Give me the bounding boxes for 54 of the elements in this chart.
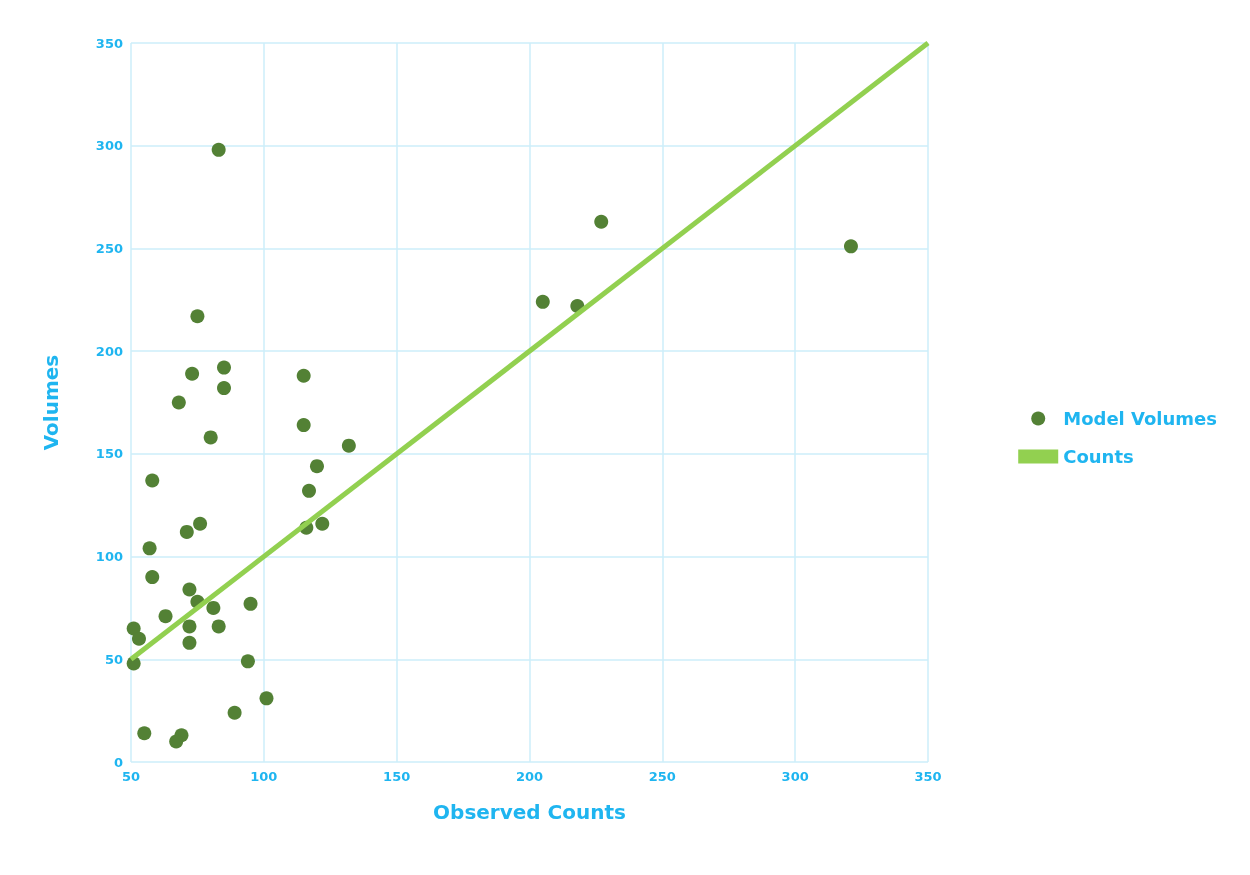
point [203, 430, 218, 445]
point [211, 142, 226, 157]
y-tick-label: 50 [104, 651, 123, 667]
y-tick-label: 300 [95, 138, 123, 154]
point [243, 596, 258, 611]
point [145, 473, 160, 488]
point [227, 705, 242, 720]
point [296, 418, 311, 433]
y-tick-label: 150 [95, 446, 123, 462]
point [179, 524, 194, 539]
point [126, 621, 141, 636]
x-tick-label: 200 [515, 769, 544, 784]
point [296, 368, 311, 383]
point [142, 541, 157, 556]
x-tick-label: 350 [914, 769, 942, 784]
y-tick-label: 250 [95, 240, 123, 256]
legend-label: Counts [1063, 446, 1134, 467]
point [169, 734, 184, 749]
x-tick-label: 250 [648, 769, 676, 784]
y-tick-label: 350 [95, 35, 123, 51]
point [206, 600, 221, 615]
point [259, 691, 274, 706]
point [182, 635, 197, 650]
point [211, 619, 226, 634]
point [315, 516, 330, 531]
point [535, 294, 550, 309]
point [217, 360, 231, 375]
y-tick-label: 100 [95, 549, 123, 565]
point [158, 609, 173, 624]
y-axis-title: Volumes [39, 354, 63, 451]
point [309, 459, 324, 474]
point [594, 214, 609, 229]
x-tick-label: 50 [121, 769, 141, 784]
point [171, 395, 186, 410]
point [240, 654, 255, 669]
point [145, 570, 160, 585]
point [193, 516, 208, 531]
x-axis-title: Observed Counts [433, 800, 626, 824]
point [302, 483, 316, 498]
point [843, 239, 858, 254]
point [131, 631, 146, 646]
point [217, 381, 231, 396]
point [182, 582, 197, 597]
x-tick-label: 100 [250, 769, 278, 784]
point [190, 309, 205, 324]
point [341, 438, 356, 453]
legend-label: Model Volumes [1063, 408, 1218, 429]
point [182, 619, 197, 634]
point [137, 726, 152, 741]
x-tick-label: 150 [383, 769, 411, 784]
x-tick-label: 300 [781, 769, 809, 784]
y-tick-label: 0 [113, 754, 123, 770]
point [185, 366, 200, 381]
y-tick-label: 200 [95, 343, 123, 359]
